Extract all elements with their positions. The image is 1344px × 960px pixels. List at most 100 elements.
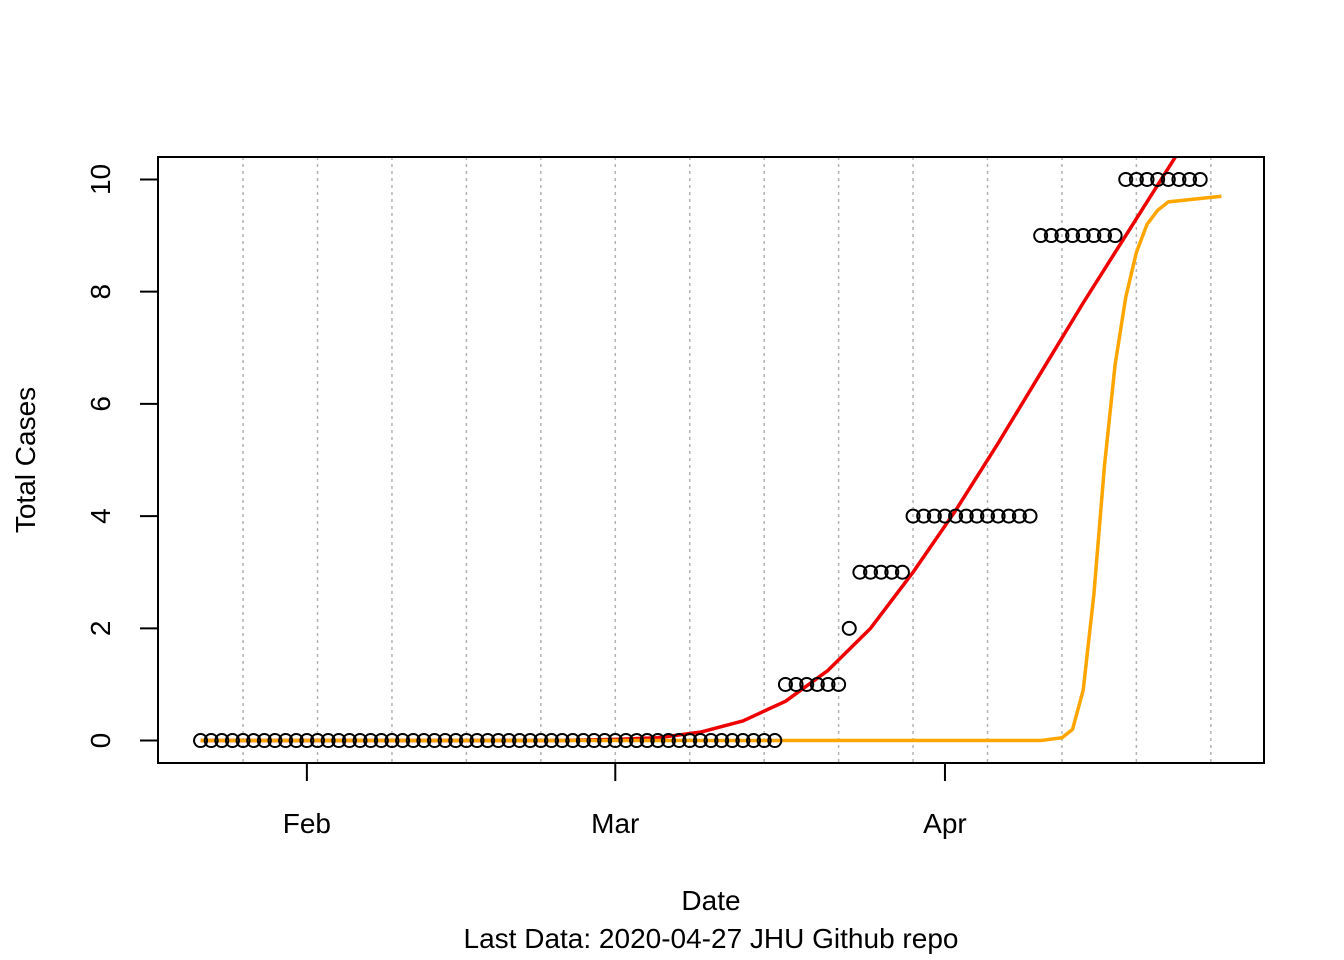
data-point bbox=[735, 733, 751, 749]
data-point bbox=[554, 733, 570, 749]
plot-frame bbox=[157, 156, 1265, 764]
orange-fit-line bbox=[200, 194, 1222, 743]
data-point bbox=[373, 733, 389, 749]
data-point bbox=[639, 733, 655, 749]
data-point bbox=[480, 733, 496, 749]
data-point bbox=[1001, 508, 1017, 524]
y-tick-label: 8 bbox=[85, 284, 116, 300]
data-point bbox=[448, 733, 464, 749]
data-point bbox=[288, 733, 304, 749]
data-point bbox=[724, 733, 740, 749]
data-point bbox=[299, 733, 315, 749]
data-point bbox=[841, 620, 857, 636]
data-point bbox=[1107, 228, 1123, 244]
data-point bbox=[1139, 171, 1155, 187]
data-point bbox=[746, 733, 762, 749]
data-point bbox=[629, 733, 645, 749]
gridlines bbox=[242, 157, 1212, 763]
data-point bbox=[341, 733, 357, 749]
data-point bbox=[1096, 228, 1112, 244]
data-point bbox=[214, 733, 230, 749]
data-point bbox=[937, 508, 953, 524]
data-point bbox=[1043, 228, 1059, 244]
data-point bbox=[1075, 228, 1091, 244]
data-point bbox=[235, 733, 251, 749]
data-point bbox=[427, 733, 442, 749]
data-point bbox=[799, 676, 815, 692]
data-point bbox=[224, 733, 240, 749]
data-point bbox=[320, 733, 336, 749]
data-point bbox=[310, 733, 326, 749]
data-point bbox=[650, 733, 666, 749]
data-point bbox=[384, 733, 400, 749]
data-point bbox=[618, 733, 634, 749]
data-point bbox=[671, 733, 687, 749]
data-point bbox=[1054, 228, 1070, 244]
data-point bbox=[565, 733, 581, 749]
data-point bbox=[894, 564, 910, 580]
data-point bbox=[416, 733, 432, 749]
data-point bbox=[820, 676, 836, 692]
data-point bbox=[533, 733, 549, 749]
data-point bbox=[1086, 228, 1102, 244]
data-point bbox=[692, 733, 708, 749]
data-point bbox=[543, 733, 559, 749]
x-tick-label: Mar bbox=[591, 808, 639, 839]
data-point bbox=[948, 508, 964, 524]
data-point bbox=[788, 676, 804, 692]
data-point bbox=[575, 733, 591, 749]
x-tick-label: Feb bbox=[283, 808, 331, 839]
data-point bbox=[1192, 171, 1208, 187]
data-point bbox=[1118, 171, 1134, 187]
data-point bbox=[405, 733, 421, 749]
data-point bbox=[203, 733, 219, 749]
data-point bbox=[852, 564, 868, 580]
data-point bbox=[660, 733, 676, 749]
x-axis: Feb Mar Apr bbox=[283, 763, 967, 839]
y-axis: 0 2 4 6 8 10 bbox=[85, 164, 158, 748]
data-point bbox=[884, 564, 900, 580]
x-tick-label: Apr bbox=[923, 808, 967, 839]
data-point bbox=[490, 733, 506, 749]
data-point bbox=[916, 508, 932, 524]
y-tick-label: 6 bbox=[85, 396, 116, 412]
data-point bbox=[246, 733, 262, 749]
y-tick-label: 10 bbox=[85, 164, 116, 195]
data-point bbox=[586, 733, 602, 749]
data-point bbox=[767, 733, 783, 749]
data-point bbox=[501, 733, 517, 749]
y-axis-title: Total Cases bbox=[10, 387, 41, 533]
data-point bbox=[193, 733, 209, 749]
data-point bbox=[1160, 171, 1176, 187]
data-point bbox=[714, 733, 730, 749]
data-point bbox=[990, 508, 1006, 524]
data-point bbox=[458, 733, 474, 749]
data-point bbox=[607, 733, 623, 749]
data-point bbox=[926, 508, 942, 524]
data-point bbox=[278, 733, 294, 749]
data-point bbox=[363, 733, 379, 749]
data-point bbox=[522, 733, 538, 749]
data-point bbox=[331, 733, 347, 749]
data-point bbox=[969, 508, 985, 524]
x-axis-title: Date bbox=[681, 885, 740, 916]
data-point bbox=[682, 733, 698, 749]
y-tick-label: 2 bbox=[85, 621, 116, 637]
data-point bbox=[597, 733, 613, 749]
data-point bbox=[1033, 228, 1049, 244]
data-point bbox=[395, 733, 411, 749]
data-points bbox=[193, 171, 1208, 749]
data-point bbox=[756, 733, 772, 749]
data-point bbox=[469, 733, 485, 749]
data-point bbox=[809, 676, 825, 692]
data-point bbox=[980, 508, 995, 524]
data-point bbox=[873, 564, 889, 580]
data-point bbox=[1065, 228, 1081, 244]
data-point bbox=[1011, 508, 1027, 524]
data-point bbox=[863, 564, 879, 580]
y-tick-label: 0 bbox=[85, 733, 116, 749]
data-point bbox=[905, 508, 921, 524]
data-point bbox=[1171, 171, 1187, 187]
data-point bbox=[437, 733, 453, 749]
